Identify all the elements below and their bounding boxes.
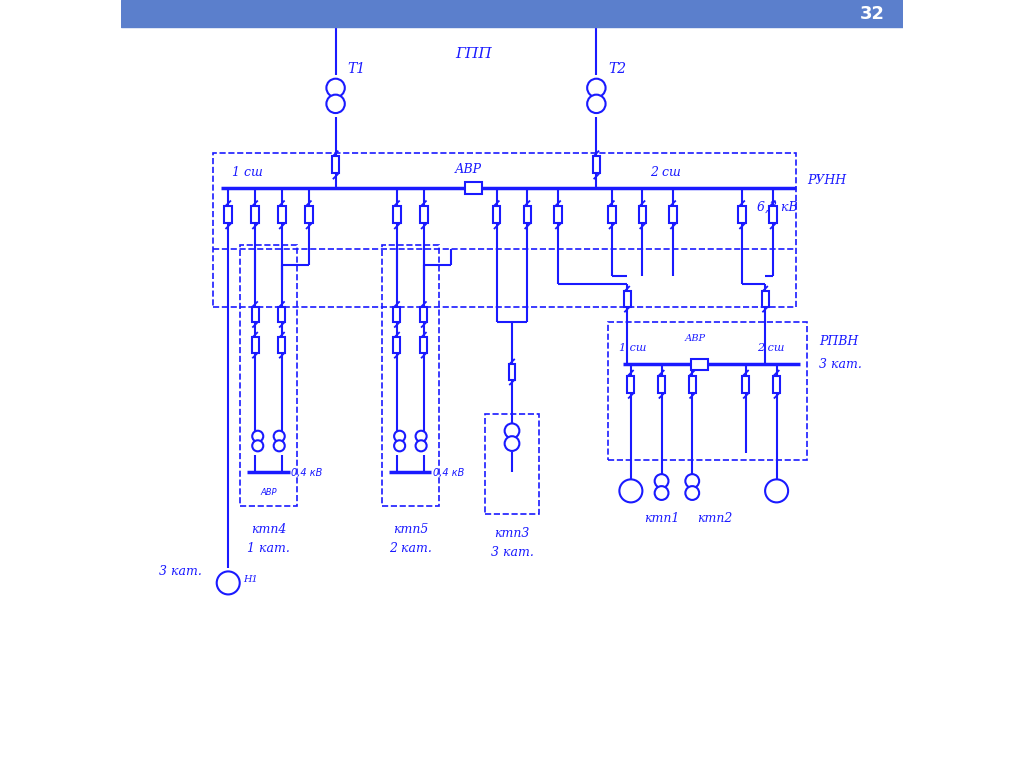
Circle shape xyxy=(654,486,669,500)
Circle shape xyxy=(505,436,519,451)
Text: Н1: Н1 xyxy=(244,574,258,584)
Circle shape xyxy=(252,431,263,442)
Text: АВР: АВР xyxy=(685,334,706,344)
Bar xyxy=(279,206,286,223)
Bar xyxy=(305,206,312,223)
Text: АВР: АВР xyxy=(261,488,278,497)
Bar xyxy=(608,206,615,223)
Bar xyxy=(393,206,400,223)
Text: 0,4 кВ: 0,4 кВ xyxy=(291,468,323,478)
Bar xyxy=(393,307,400,322)
Bar xyxy=(213,153,796,307)
Circle shape xyxy=(394,431,406,442)
Bar xyxy=(689,376,695,393)
Bar xyxy=(670,206,677,223)
Circle shape xyxy=(505,423,519,438)
Circle shape xyxy=(217,571,240,594)
Circle shape xyxy=(685,486,699,500)
Bar xyxy=(762,291,769,307)
Bar xyxy=(554,206,562,223)
Bar xyxy=(769,206,776,223)
Text: ктп2: ктп2 xyxy=(697,512,733,525)
Text: 3 кат.: 3 кат. xyxy=(159,565,202,578)
Bar xyxy=(279,337,286,353)
Text: 2 кат.: 2 кат. xyxy=(389,542,432,555)
Bar xyxy=(332,156,339,173)
Circle shape xyxy=(620,479,642,502)
Circle shape xyxy=(654,474,669,488)
Text: Т2: Т2 xyxy=(608,62,626,76)
Circle shape xyxy=(327,94,345,113)
Bar xyxy=(252,337,258,353)
Bar xyxy=(252,307,258,322)
Circle shape xyxy=(252,440,263,451)
Text: ктп5: ктп5 xyxy=(392,523,428,536)
Bar xyxy=(773,376,780,393)
Text: ктп4: ктп4 xyxy=(251,523,286,536)
Text: 3 кат.: 3 кат. xyxy=(819,358,861,371)
Text: 32: 32 xyxy=(860,5,885,23)
Bar xyxy=(628,376,634,393)
Bar xyxy=(121,0,903,27)
Bar xyxy=(738,206,745,223)
Circle shape xyxy=(587,94,605,113)
Bar xyxy=(639,206,646,223)
Bar xyxy=(420,307,427,322)
Text: АВР: АВР xyxy=(455,163,481,176)
Bar xyxy=(240,245,297,506)
Text: 0,4 кВ: 0,4 кВ xyxy=(433,468,464,478)
Text: 3 кат.: 3 кат. xyxy=(490,546,534,559)
Text: 1 сш: 1 сш xyxy=(620,343,647,353)
Bar xyxy=(608,322,807,460)
Bar xyxy=(523,206,531,223)
Bar xyxy=(224,206,232,223)
Text: ктп1: ктп1 xyxy=(644,512,679,525)
Circle shape xyxy=(273,431,285,442)
Text: 1 сш: 1 сш xyxy=(232,166,263,179)
Text: Т1: Т1 xyxy=(347,62,366,76)
Text: 6,3 кВ: 6,3 кВ xyxy=(758,201,798,214)
Text: Н3: Н3 xyxy=(767,486,778,495)
Bar xyxy=(420,206,428,223)
Bar xyxy=(382,245,439,506)
Text: 2 сш: 2 сш xyxy=(758,343,784,353)
Bar xyxy=(485,414,539,514)
Bar xyxy=(658,376,665,393)
Bar xyxy=(742,376,750,393)
Bar xyxy=(593,156,600,173)
Circle shape xyxy=(273,440,285,451)
Circle shape xyxy=(327,79,345,97)
Circle shape xyxy=(765,479,788,502)
Bar xyxy=(509,364,515,380)
Bar xyxy=(691,359,709,370)
Text: Н2: Н2 xyxy=(622,486,633,495)
Circle shape xyxy=(416,440,427,451)
Bar xyxy=(393,337,400,353)
Text: ГПП: ГПП xyxy=(456,47,492,61)
Bar xyxy=(251,206,259,223)
Bar xyxy=(493,206,501,223)
Bar xyxy=(624,291,631,307)
Circle shape xyxy=(416,431,427,442)
Bar xyxy=(465,183,482,194)
Bar xyxy=(420,337,427,353)
Text: РПВН: РПВН xyxy=(819,335,858,348)
Circle shape xyxy=(587,79,605,97)
Text: 2 сш: 2 сш xyxy=(650,166,681,179)
Text: 1 кат.: 1 кат. xyxy=(247,542,290,555)
Text: ктп3: ктп3 xyxy=(495,527,529,540)
Text: РУНН: РУНН xyxy=(807,174,847,187)
Circle shape xyxy=(394,440,406,451)
Circle shape xyxy=(685,474,699,488)
Bar xyxy=(279,307,286,322)
